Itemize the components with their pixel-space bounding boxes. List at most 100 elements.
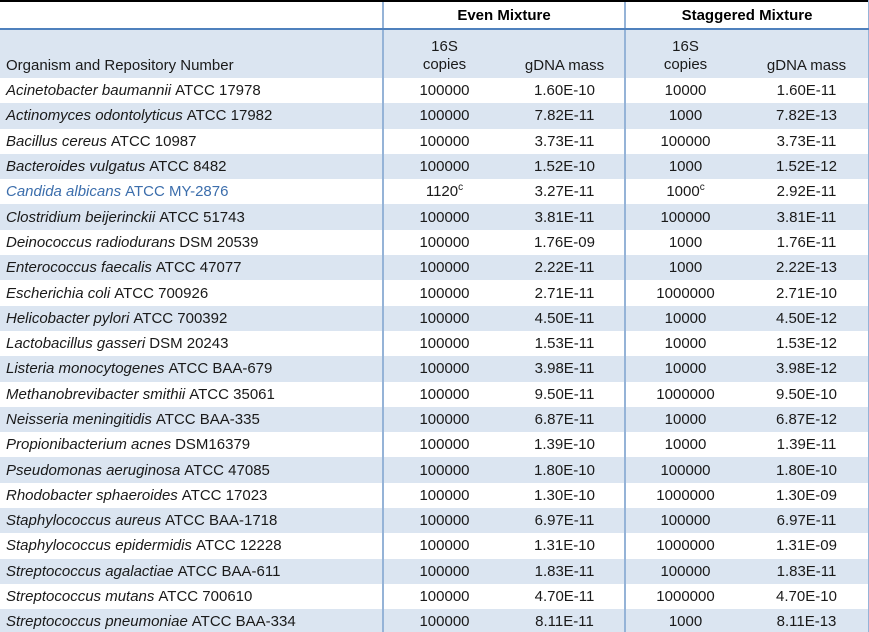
staggered-16s-copies-cell: 1000000 (624, 533, 745, 559)
organism-species-name: Lactobacillus gasseri (6, 335, 146, 353)
even-16s-copies-cell: 100000 (382, 558, 505, 584)
group-header-even-mixture: Even Mixture (382, 0, 625, 30)
staggered-16s-copies-cell: 10000 (624, 330, 745, 357)
organism-cell: Staphylococcus aureus ATCC BAA-1718 (0, 508, 383, 533)
even-gdna-mass-cell: 1.53E-11 (534, 335, 595, 353)
staggered-16s-copies-cell: 10000 (624, 305, 745, 331)
even-16s-copies-value: 100000 (419, 385, 470, 403)
staggered-gdna-mass-cell: 4.70E-10 (745, 583, 869, 610)
staggered-gdna-mass-cell: 3.98E-12 (745, 356, 869, 382)
organism-repository-number: DSM 20539 (179, 233, 259, 251)
staggered-16s-copies-value: 10000 (664, 82, 707, 100)
organism-species-name: Bacteroides vulgatus (6, 158, 146, 176)
staggered-16s-copies-cell: 1000 (624, 103, 745, 129)
staggered-16s-copies-value: 1000000 (656, 588, 715, 606)
staggered-gdna-mass-cell: 9.50E-10 (745, 381, 869, 407)
staggered-16s-copies-value: 1000 (668, 158, 703, 176)
table-row: Staphylococcus epidermidis ATCC 12228 100… (0, 533, 869, 559)
organism-cell: Staphylococcus epidermidis ATCC 12228 (0, 533, 383, 558)
staggered-16s-copies-cell: 1000000 (624, 381, 745, 407)
organism-species-name: Propionibacterium acnes (6, 436, 172, 454)
even-16s-copies-cell: 100000 (382, 508, 505, 534)
staggered-16s-copies-value: 10000 (664, 360, 707, 378)
table-row: Streptococcus agalactiae ATCC BAA-611 100… (0, 558, 869, 584)
organism-cell: Methanobrevibacter smithii ATCC 35061 (0, 382, 383, 407)
even-16s-copies-cell: 100000 (382, 255, 505, 281)
organism-cell: Pseudomonas aeruginosa ATCC 47085 (0, 457, 383, 482)
staggered-16s-copies-cell: 100000 (624, 204, 745, 230)
staggered-gdna-mass-cell: 1.30E-09 (745, 482, 869, 509)
organism-cell: Clostridium beijerinckii ATCC 51743 (0, 204, 383, 229)
table-row: Actinomyces odontolyticus ATCC 17982 1000… (0, 103, 869, 129)
organism-repository-number: ATCC 8482 (149, 158, 227, 176)
staggered-16s-copies-value: 1000000 (656, 486, 715, 504)
organism-cell: Candida albicans ATCC MY-2876 (0, 179, 383, 204)
table-row: Deinococcus radiodurans DSM 20539 100000 … (0, 229, 869, 256)
footnote-marker: c (458, 182, 464, 194)
organism-species-name: Escherichia coli (6, 284, 111, 302)
organism-cell: Streptococcus mutans ATCC 700610 (0, 584, 383, 609)
table-row: Lactobacillus gasseri DSM 20243 100000 1.… (0, 330, 869, 357)
staggered-16s-copies-cell: 10000 (624, 432, 745, 458)
organism-species-name: Actinomyces odontolyticus (6, 107, 183, 125)
even-gdna-mass-cell: 2.71E-11 (534, 284, 595, 302)
even-16s-copies-cell: 100000 (382, 609, 505, 632)
organism-species-name: Streptococcus mutans (6, 588, 155, 606)
even-gdna-mass-cell: 1.60E-10 (534, 82, 595, 100)
organism-repository-number: ATCC 47077 (155, 259, 242, 277)
organism-species-name: Acinetobacter baumannii (6, 82, 172, 100)
even-gdna-mass-cell: 6.87E-11 (534, 411, 595, 428)
organism-repository-number: DSM 20243 (149, 335, 229, 353)
table-row: Helicobacter pylori ATCC 700392 100000 4.… (0, 305, 869, 331)
organism-repository-number: ATCC 700610 (158, 588, 253, 606)
organism-species-name: Enterococcus faecalis (6, 259, 152, 277)
even-16s-copies-cell: 100000 (382, 103, 505, 129)
even-16s-copies-value: 100000 (419, 537, 470, 555)
staggered-16s-copies-cell: 100000 (624, 128, 745, 154)
table-row: Listeria monocytogenes ATCC BAA-679 10000… (0, 356, 869, 382)
table-row: Staphylococcus aureus ATCC BAA-1718 10000… (0, 508, 869, 534)
organism-repository-number: ATCC 17978 (175, 82, 261, 100)
even-16s-copies-cell: 100000 (382, 305, 505, 331)
organism-cell: Bacteroides vulgatus ATCC 8482 (0, 154, 383, 179)
staggered-16s-copies-cell: 10000 (624, 78, 745, 104)
footnote-marker: c (699, 182, 705, 194)
even-16s-copies-value: 100000 (419, 512, 470, 530)
staggered-gdna-mass-cell: 1.31E-09 (745, 533, 869, 559)
organism-species-name: Staphylococcus epidermidis (6, 537, 192, 555)
staggered-gdna-mass-cell: 6.97E-11 (745, 508, 869, 534)
even-16s-copies-value: 100000 (419, 613, 470, 631)
table-row: Bacillus cereus ATCC 10987 100000 3.73E-1… (0, 128, 869, 154)
even-gdna-mass-cell: 8.11E-11 (535, 613, 594, 631)
staggered-16s-copies-value: 100000 (660, 562, 711, 580)
staggered-16s-copies-cell: 10000 (624, 356, 745, 382)
staggered-16s-copies-value: 1000 (668, 107, 703, 125)
group-header-staggered-mixture: Staggered Mixture (624, 0, 869, 30)
organism-repository-number: ATCC BAA-679 (168, 360, 273, 378)
even-16s-copies-cell: 100000 (382, 280, 505, 306)
organism-cell: Escherichia coli ATCC 700926 (0, 280, 383, 305)
even-gdna-mass-header: gDNA mass (505, 29, 625, 78)
staggered-16s-copies-cell: 1000000 (624, 583, 745, 610)
organism-repository-number: ATCC MY-2876 (125, 183, 229, 201)
organism-cell: Neisseria meningitidis ATCC BAA-335 (0, 407, 383, 432)
staggered-gdna-mass-cell: 1.39E-11 (745, 432, 869, 458)
staggered-16s-copies-value: 1000000 (656, 284, 715, 302)
organism-cell: Streptococcus agalactiae ATCC BAA-611 (0, 559, 383, 584)
even-16s-copies-value: 100000 (419, 461, 470, 479)
organism-species-name: Pseudomonas aeruginosa (6, 461, 181, 479)
even-16s-copies-cell: 100000 (382, 78, 505, 104)
staggered-16s-copies-cell: 1000 (624, 153, 745, 180)
organism-repository-number: ATCC 700392 (133, 309, 228, 327)
organism-repository-number: ATCC 17023 (181, 486, 268, 504)
table-row: Rhodobacter sphaeroides ATCC 17023 100000… (0, 482, 869, 509)
even-16s-copies-value: 100000 (419, 259, 470, 277)
sub-header-row: Organism and Repository Number 16S copie… (0, 29, 869, 78)
organism-repository-number: ATCC BAA-334 (191, 613, 296, 631)
even-gdna-mass-cell: 4.70E-11 (534, 588, 595, 606)
organism-species-name: Helicobacter pylori (6, 309, 130, 327)
even-16s-copies-value: 100000 (419, 208, 470, 226)
organism-species-name: Staphylococcus aureus (6, 512, 162, 530)
staggered-gdna-mass-cell: 2.92E-11 (745, 179, 869, 205)
staggered-gdna-mass-cell: 2.22E-13 (745, 255, 869, 281)
